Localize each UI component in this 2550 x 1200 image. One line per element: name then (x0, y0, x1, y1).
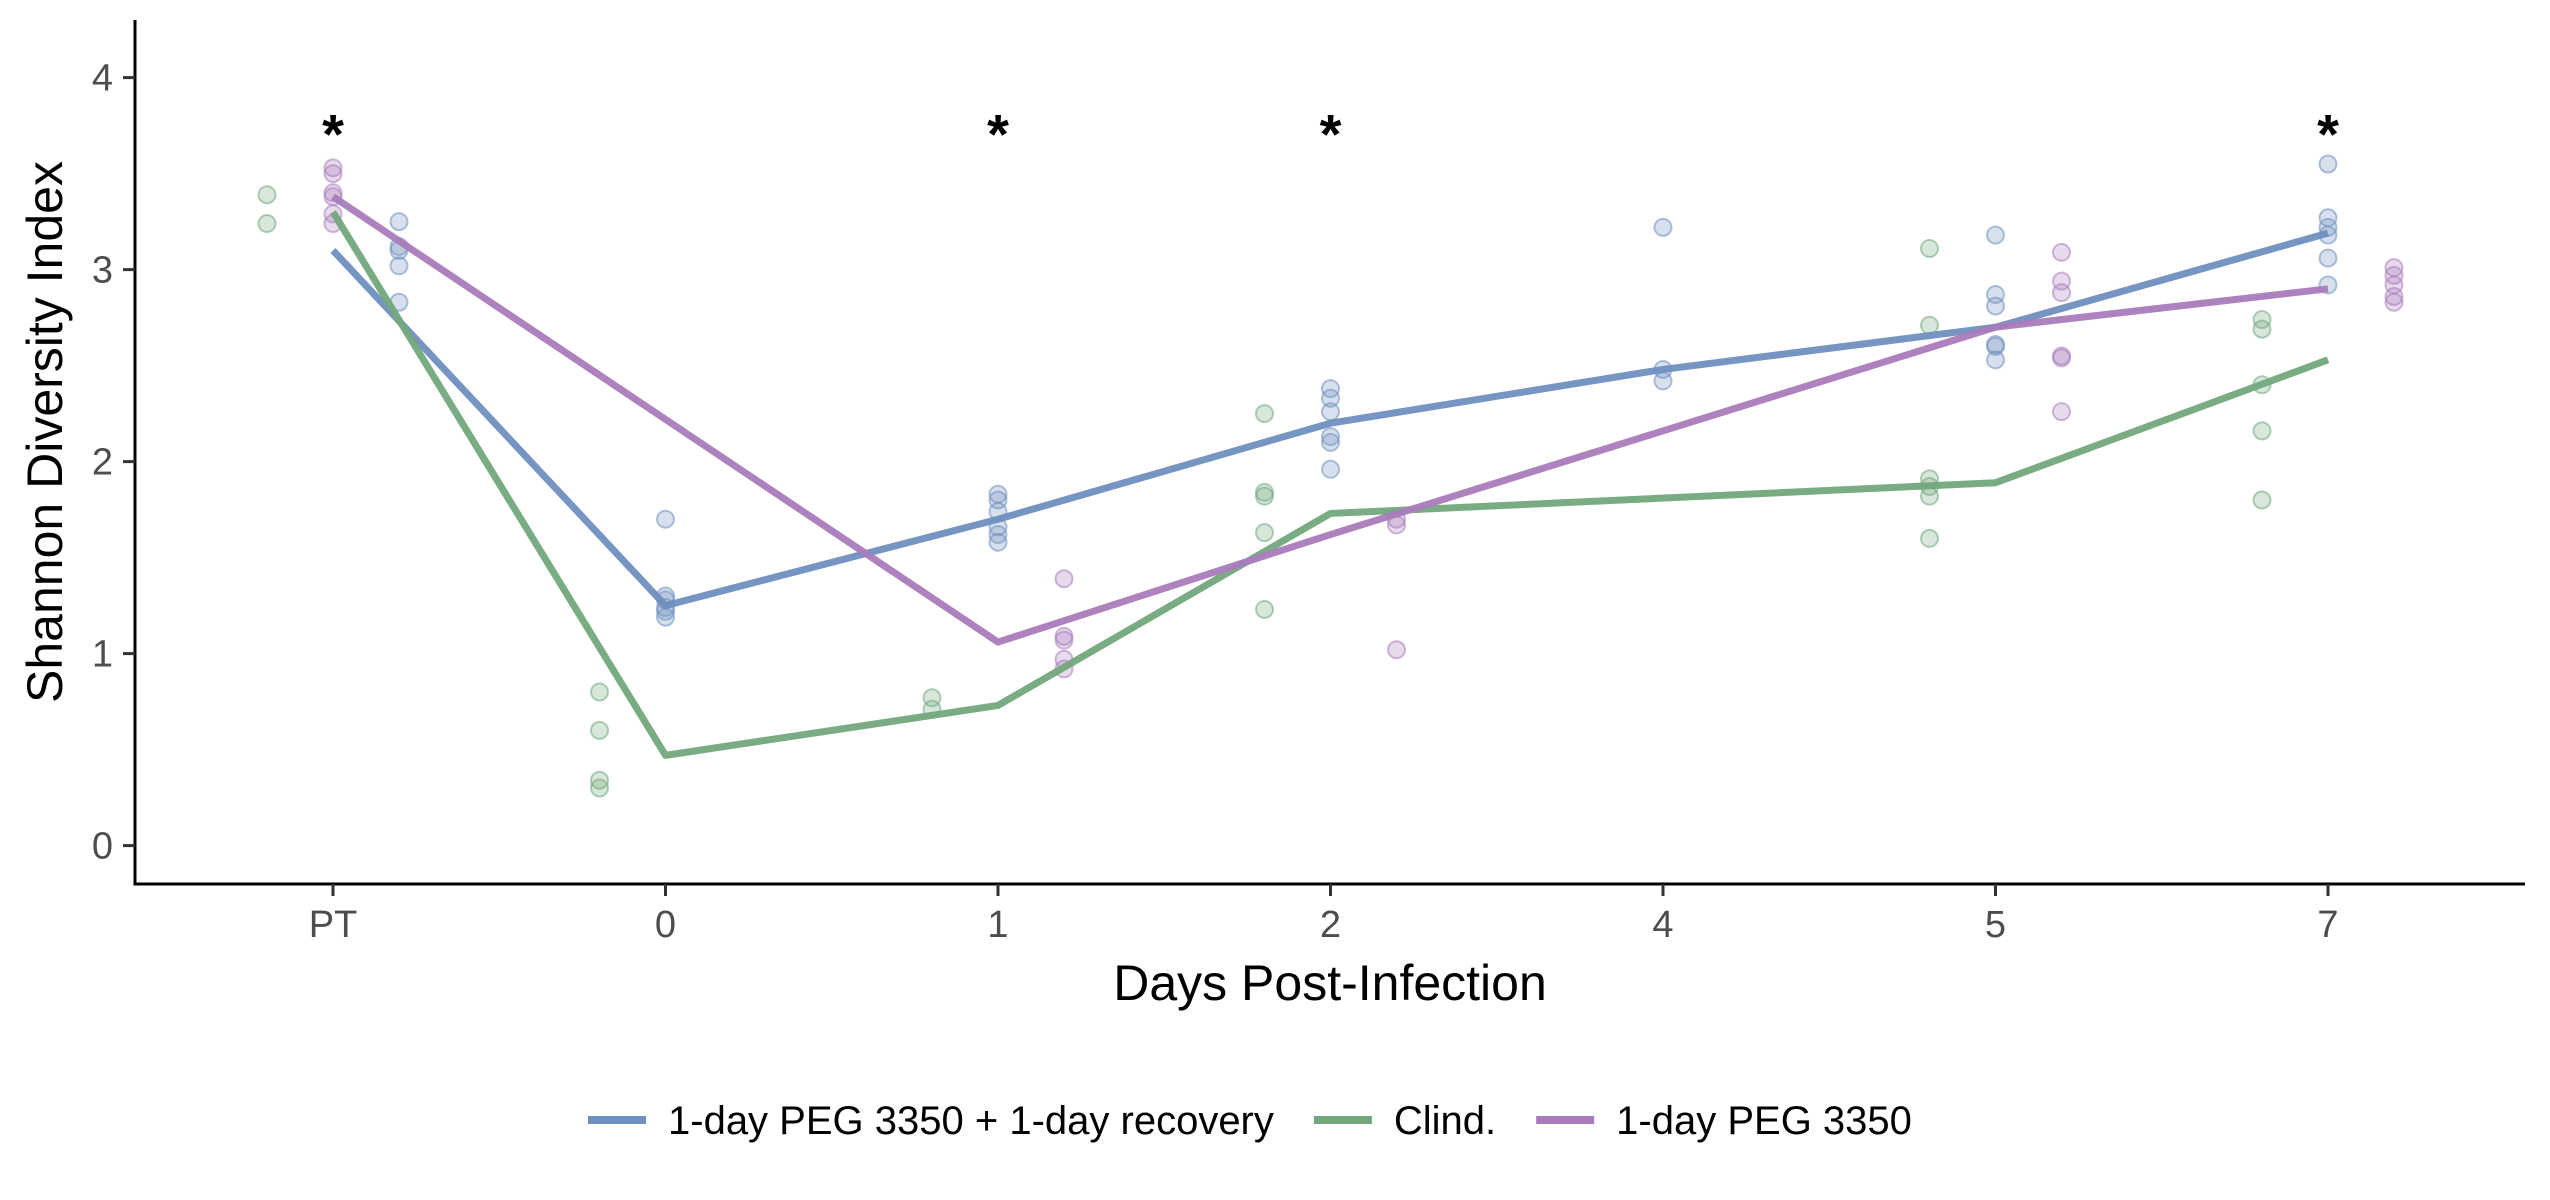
data-point (1054, 630, 1074, 650)
significance-asterisk: * (1320, 103, 1342, 166)
legend: 1-day PEG 3350 + 1-day recovery Clind. 1-d… (588, 1099, 1912, 1143)
significance-asterisk: * (2317, 103, 2339, 166)
y-axis-title: Shannon Diversity Index (17, 161, 73, 703)
data-point (1920, 528, 1939, 548)
series-line (331, 193, 2329, 646)
data-point (590, 682, 609, 702)
data-point (2252, 421, 2272, 441)
data-point (1321, 427, 1340, 447)
data-point (1255, 404, 1274, 424)
ticks-layer: 0 1 2 3 4 PT 0 1 2 4 5 7 (92, 58, 2339, 946)
x-tick-label: 5 (1985, 904, 2006, 946)
y-tick-label: 1 (92, 634, 113, 676)
legend-label: 1-day PEG 3350 + 1-day recovery (668, 1099, 1274, 1143)
data-point (2052, 402, 2071, 422)
data-point (1255, 599, 1274, 619)
legend-label: Clind. (1394, 1099, 1496, 1143)
significance-asterisk: * (322, 103, 344, 166)
data-point (2052, 348, 2071, 368)
data-point (1920, 315, 1939, 335)
y-tick-label: 2 (92, 442, 113, 484)
data-point (2384, 292, 2404, 312)
y-tick-label: 4 (92, 58, 113, 100)
data-point (2052, 283, 2071, 303)
x-tick-label: 4 (1652, 904, 1673, 946)
data-point (2052, 242, 2071, 262)
data-point (1321, 402, 1340, 422)
data-point (2318, 154, 2338, 174)
data-point (590, 720, 609, 740)
x-tick-label: 7 (2317, 904, 2338, 946)
x-tick-label: 1 (987, 904, 1008, 946)
data-point (2318, 248, 2338, 268)
data-points-layer (257, 154, 2404, 798)
data-point (1920, 486, 1939, 506)
data-point (1054, 569, 1074, 589)
data-point (1321, 432, 1340, 452)
data-point (389, 212, 409, 232)
data-point (1653, 217, 1673, 237)
significance-annotations: * * * * (322, 103, 2339, 166)
x-tick-label: PT (309, 904, 358, 946)
data-point (2252, 490, 2272, 510)
data-point (1986, 296, 2005, 316)
data-point (656, 509, 675, 529)
data-point (1387, 640, 1406, 660)
data-point (1321, 388, 1340, 408)
x-tick-label: 0 (655, 904, 676, 946)
data-point (257, 214, 277, 234)
data-point (1255, 486, 1274, 506)
x-tick-label: 2 (1320, 904, 1341, 946)
series-lines-layer (330, 193, 2330, 759)
data-point (2252, 319, 2272, 339)
data-point (656, 607, 675, 627)
data-point (2384, 286, 2404, 306)
legend-label: 1-day PEG 3350 (1616, 1099, 1912, 1143)
data-point (1986, 350, 2005, 370)
data-point (1986, 336, 2005, 356)
series-line (330, 210, 2330, 759)
data-point (1255, 523, 1274, 543)
data-point (2252, 310, 2272, 330)
data-point (988, 532, 1008, 552)
significance-asterisk: * (987, 103, 1009, 166)
data-point (1920, 238, 1939, 258)
data-point (1653, 371, 1673, 391)
data-point (1321, 379, 1340, 399)
data-point (323, 164, 343, 184)
data-point (1321, 459, 1340, 479)
data-point (389, 256, 409, 276)
y-tick-label: 3 (92, 250, 113, 292)
x-axis-title: Days Post-Infection (1113, 955, 1547, 1011)
data-point (1986, 225, 2005, 245)
y-tick-label: 0 (92, 826, 113, 868)
data-point (323, 158, 343, 178)
data-point (590, 778, 609, 798)
data-point (257, 185, 277, 205)
data-point (2384, 265, 2404, 285)
